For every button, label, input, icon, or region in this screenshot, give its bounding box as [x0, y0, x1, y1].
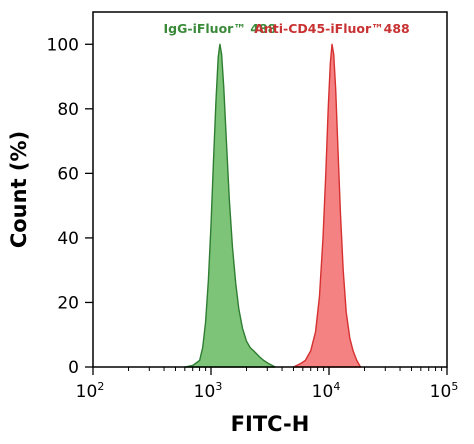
x-tick-label: 103 — [194, 380, 223, 402]
x-axis-ticks: 102 103 104 105 — [76, 367, 459, 402]
plot-frame — [92, 11, 448, 368]
series-area-1 — [184, 43, 276, 368]
x-axis-label: FITC-H — [231, 412, 310, 436]
series-label-2: Anti-CD45-iFluor™488 — [254, 21, 410, 36]
series-layer — [184, 43, 362, 368]
y-tick-label: 20 — [57, 293, 79, 313]
y-axis-label: Count (%) — [7, 131, 31, 248]
y-axis-ticks: 0 20 40 60 80 100 — [47, 35, 93, 378]
y-tick-label: 80 — [57, 100, 79, 120]
x-tick-label: 102 — [76, 380, 105, 402]
x-tick-label: 105 — [430, 380, 459, 402]
x-tick-label: 104 — [312, 380, 341, 402]
series-area-2 — [292, 43, 362, 368]
y-tick-label: 40 — [57, 229, 79, 249]
series-label-1: IgG-iFluor™ 488 — [164, 21, 277, 36]
y-tick-label: 100 — [47, 35, 79, 55]
y-tick-label: 0 — [68, 358, 79, 378]
y-tick-label: 60 — [57, 164, 79, 184]
